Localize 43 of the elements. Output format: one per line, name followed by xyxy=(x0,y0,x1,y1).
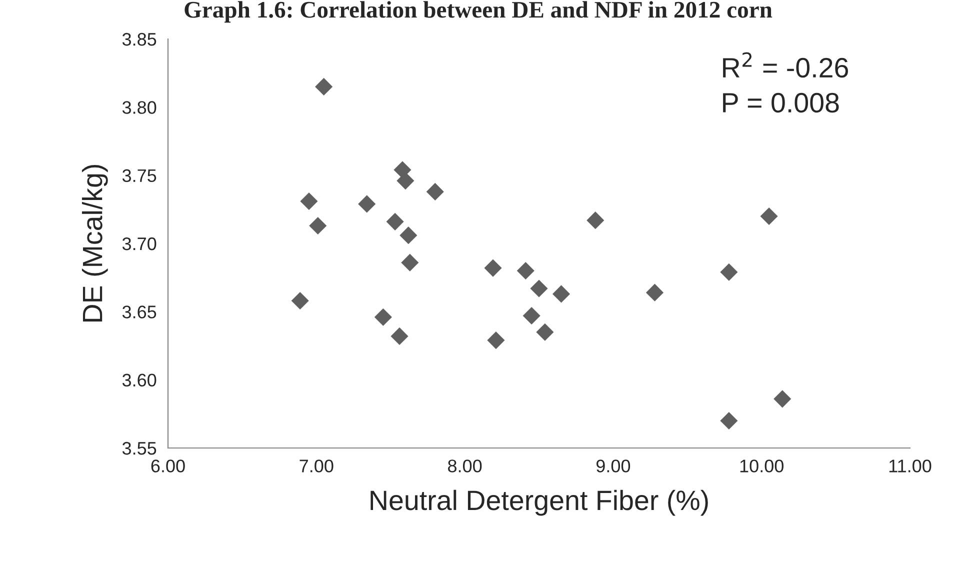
x-tick-label: 10.00 xyxy=(740,460,784,472)
x-tick-label: 9.00 xyxy=(596,460,630,472)
point xyxy=(300,192,318,210)
point xyxy=(586,212,604,230)
point xyxy=(487,332,505,350)
y-tick-label: 3.65 xyxy=(122,306,156,318)
point xyxy=(315,78,333,96)
x-tick-label: 6.00 xyxy=(151,460,185,472)
point xyxy=(720,412,738,430)
point xyxy=(516,262,534,280)
point xyxy=(309,216,327,235)
y-tick-label: 3.80 xyxy=(122,101,156,114)
y-tick-label: 3.75 xyxy=(122,169,156,182)
point xyxy=(390,327,408,345)
point xyxy=(426,182,444,200)
point xyxy=(646,284,664,302)
point xyxy=(396,172,414,190)
point xyxy=(358,195,376,213)
y-tick-label: 3.85 xyxy=(122,32,156,46)
y-tick-label: 3.60 xyxy=(122,374,156,387)
point xyxy=(530,280,548,298)
x-tick-label: 11.00 xyxy=(889,460,932,472)
point xyxy=(552,285,570,303)
point xyxy=(774,390,792,408)
point xyxy=(291,292,309,310)
y-tick-label: 3.70 xyxy=(122,237,156,250)
point xyxy=(374,308,392,326)
x-axis-title: Neutral Detergent Fiber (%) xyxy=(370,490,708,516)
chart-title: Graph 1.6: Correlation between DE and NDF in 2012 corn xyxy=(184,1,772,23)
point xyxy=(522,306,540,325)
x-tick-label: 8.00 xyxy=(448,460,482,472)
point xyxy=(484,259,502,277)
point xyxy=(536,323,554,341)
annotation: P = 0.008 xyxy=(723,92,839,113)
point xyxy=(400,226,418,244)
point xyxy=(386,212,404,230)
y-axis-title: DE (Mcal/kg) xyxy=(82,164,108,322)
point xyxy=(760,207,778,226)
y-tick-label: 3.55 xyxy=(122,442,156,455)
point xyxy=(401,254,419,272)
x-tick-label: 7.00 xyxy=(300,460,334,472)
point xyxy=(720,263,738,281)
annotation: R$^{2}$ = -0.26 xyxy=(723,52,848,78)
